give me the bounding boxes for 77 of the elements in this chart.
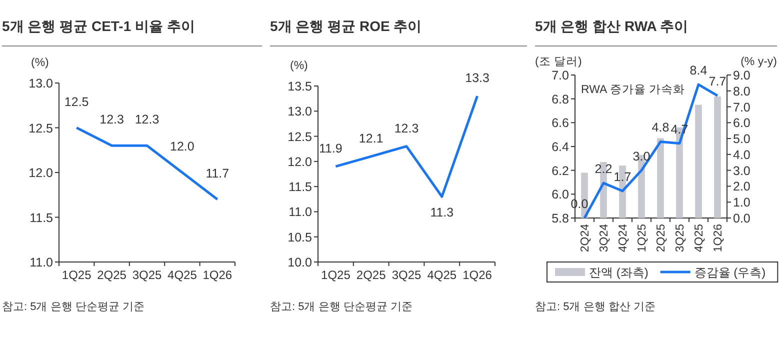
y-tick-label: 6.0: [552, 188, 570, 202]
y-tick-label: 10.5: [288, 230, 312, 244]
y-tick-label: 13.0: [28, 76, 54, 90]
legend-label: 잔액 (좌측): [589, 266, 648, 280]
x-tick-label: 3Q25: [674, 224, 686, 252]
y-tick-label: 12.0: [28, 166, 54, 180]
data-label: 12.3: [134, 112, 160, 127]
annotation: RWA 증가율 가속화: [581, 84, 685, 96]
y2-tick-label: 2.0: [733, 180, 750, 194]
data-label: 12.3: [394, 121, 419, 136]
y-tick-label: 6.4: [552, 140, 570, 154]
y2-tick-label: 7.0: [733, 100, 750, 114]
y-tick-label: 6.2: [552, 164, 570, 178]
x-tick-label: 1Q26: [462, 268, 492, 282]
legend-label: 증감율 (우측): [694, 266, 766, 280]
x-tick-label: 1Q25: [321, 268, 351, 282]
x-tick-label: 2Q25: [97, 268, 127, 282]
y-tick-label: 10.0: [288, 256, 312, 270]
x-tick-label: 2Q24: [580, 223, 592, 252]
y-tick-label: 6.8: [552, 92, 570, 106]
x-tick-label: 1Q26: [202, 268, 232, 282]
y-tick-label: 13.0: [288, 104, 312, 119]
x-tick-label: 4Q25: [168, 268, 198, 282]
x-tick-label: 4Q25: [694, 224, 706, 252]
y-tick-label: 11.5: [288, 180, 312, 194]
data-label: 3.0: [632, 149, 650, 164]
chart-title: 5개 은행 평균 CET-1 비율 추이: [2, 18, 195, 34]
x-tick-label: 1Q25: [636, 224, 648, 252]
y2-tick-label: 9.0: [733, 68, 750, 82]
text: 참고: 5개 은행 합산 기준: [535, 301, 656, 313]
x-tick-label: 4Q24: [618, 223, 630, 252]
x-tick-label: 3Q25: [392, 268, 422, 282]
data-label: 12.0: [170, 140, 194, 154]
y2-tick-label: 5.0: [733, 132, 750, 146]
x-tick-label: 1Q26: [712, 224, 724, 252]
chart-title: 5개 은행 합산 RWA 추이: [535, 18, 688, 34]
y-axis-title: (조 달러): [535, 56, 582, 68]
data-label: 11.7: [206, 166, 230, 180]
y-tick-label: 6.6: [552, 116, 570, 130]
y2-tick-label: 4.0: [733, 148, 750, 162]
data-label: 11.9: [318, 141, 342, 156]
y-tick-label: 11.0: [288, 205, 312, 220]
data-label: 12.5: [64, 94, 89, 109]
data-label: 7.7: [708, 74, 726, 89]
y2-tick-label: 8.0: [733, 84, 750, 98]
y-tick-label: 12.5: [288, 130, 312, 144]
x-tick-label: 3Q25: [132, 268, 162, 282]
text: 참고: 5개 은행 단순평균 기준: [270, 301, 412, 313]
chart-title: 5개 은행 평균 ROE 추이: [270, 18, 422, 34]
y-tick-label: 13.5: [288, 80, 312, 94]
x-tick-label: 1Q25: [62, 268, 92, 282]
y2-tick-label: 3.0: [733, 164, 750, 178]
y-axis-title: (%): [290, 60, 308, 72]
data-label: 13.3: [465, 71, 490, 86]
data-label: 4.8: [652, 120, 670, 135]
x-tick-label: 2Q25: [656, 224, 668, 252]
y-tick-label: 12.5: [28, 121, 54, 136]
y-axis-title: (%): [31, 57, 50, 69]
y2-tick-label: 6.0: [733, 116, 750, 130]
x-tick-label: 2Q25: [356, 268, 386, 282]
y-tick-label: 11.5: [30, 210, 54, 225]
data-label: 1.7: [614, 170, 632, 184]
y-tick-label: 11.0: [30, 256, 54, 270]
y-tick-label: 5.8: [552, 212, 570, 226]
y-tick-label: 7.0: [552, 68, 570, 82]
text: 참고: 5개 은행 단순평균 기준: [2, 301, 144, 313]
y2-tick-label: 0.0: [733, 212, 750, 226]
data-label: 8.4: [690, 64, 708, 78]
data-label: 2.2: [594, 162, 612, 176]
data-label: 12.1: [358, 131, 384, 146]
x-tick-label: 4Q25: [427, 268, 457, 282]
x-tick-label: 3Q24: [598, 223, 610, 252]
y-tick-label: 12.0: [288, 154, 312, 169]
y2-axis-title: (% y-y): [740, 56, 778, 68]
data-label: 12.3: [100, 112, 124, 127]
y2-tick-label: 1.0: [733, 196, 750, 210]
data-label: 11.3: [430, 206, 454, 220]
